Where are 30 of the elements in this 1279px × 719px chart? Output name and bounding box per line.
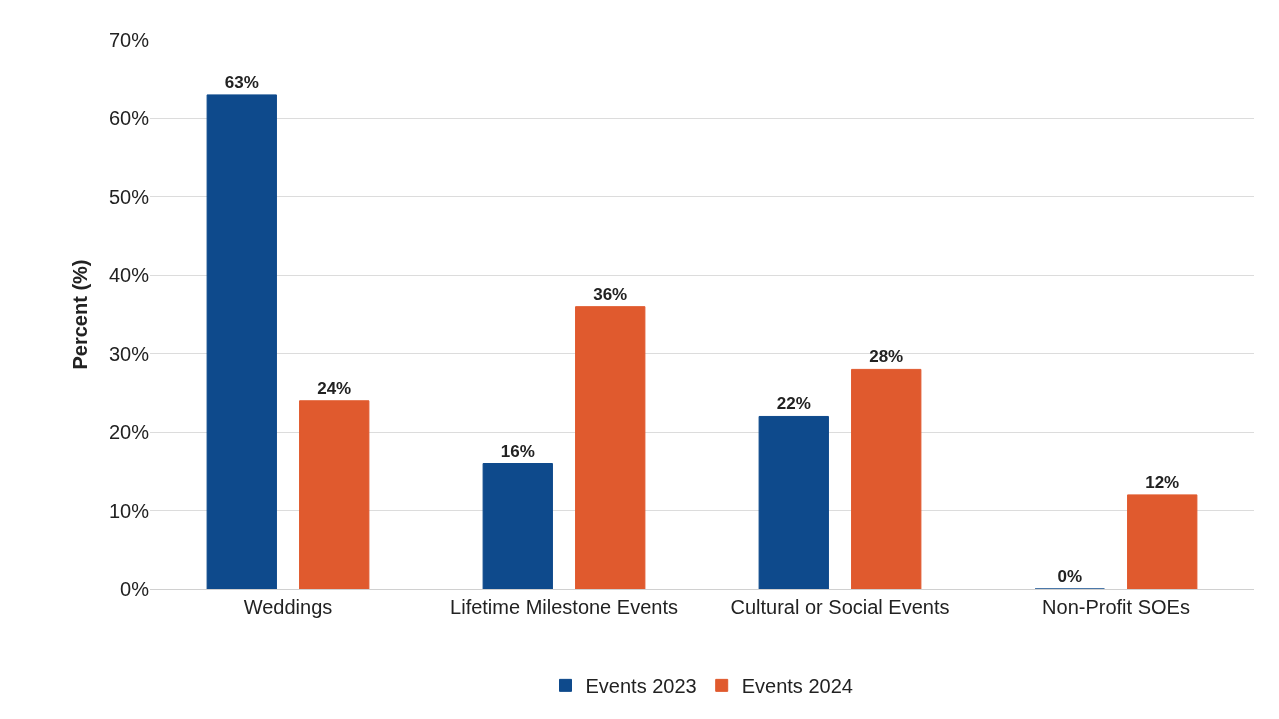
y-tick-label: 40%: [108, 264, 150, 287]
x-tick-label: Non-Profit SOEs: [1042, 596, 1190, 618]
bar: [1127, 494, 1198, 589]
data-label: 24%: [317, 378, 352, 398]
x-tick-label: Cultural or Social Events: [730, 596, 950, 618]
bar: [575, 306, 646, 589]
y-tick-label: 30%: [108, 342, 150, 365]
y-tick-label: 60%: [108, 107, 150, 130]
y-tick-label: 70%: [108, 29, 150, 51]
legend-label: Events 2023: [585, 675, 697, 698]
data-label: 12%: [1145, 472, 1180, 492]
x-tick-label: Weddings: [243, 596, 333, 618]
y-tick-label: 20%: [108, 421, 150, 444]
legend-label: Events 2024: [741, 675, 853, 698]
bar: [299, 400, 370, 589]
bar: [758, 415, 829, 589]
y-tick-label: 10%: [108, 499, 150, 522]
bar: [482, 463, 553, 589]
data-label: 28%: [869, 347, 904, 367]
bar: [206, 94, 277, 589]
data-label: 36%: [593, 284, 628, 304]
y-tick-label: 0%: [120, 578, 150, 600]
x-tick-label: Lifetime Milestone Events: [450, 596, 678, 618]
data-label: 63%: [224, 72, 259, 92]
data-label: 0%: [1057, 567, 1083, 586]
data-label: 16%: [500, 441, 535, 461]
data-label: 22%: [776, 394, 811, 414]
y-axis-title: Percent (%): [69, 259, 92, 370]
bar: [851, 368, 922, 589]
y-tick-label: 50%: [108, 185, 150, 208]
